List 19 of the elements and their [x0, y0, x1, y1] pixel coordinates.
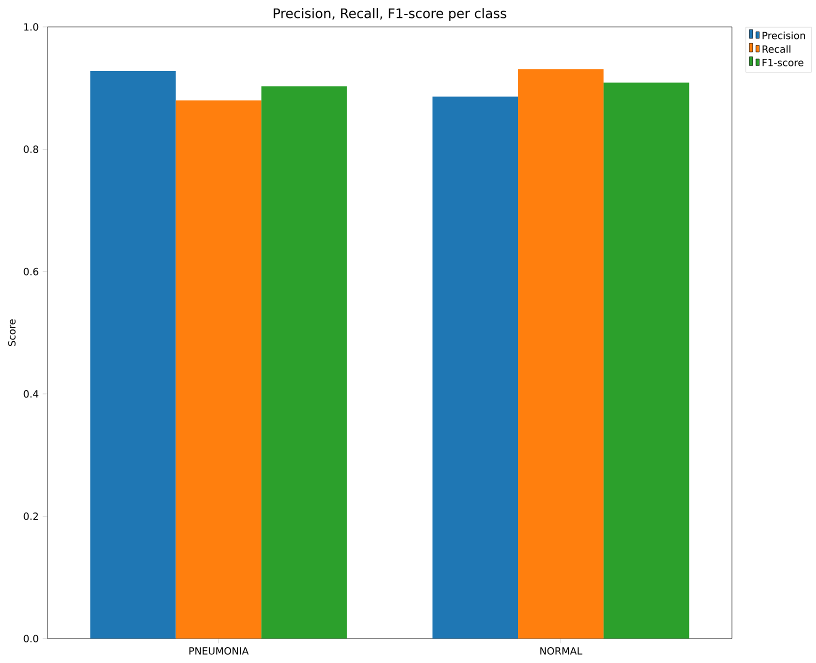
- x-tick-label: PNEUMONIA: [189, 647, 249, 655]
- chart-title: Precision, Recall, F1-score per class: [274, 8, 506, 21]
- bar: [518, 69, 604, 639]
- bar: [604, 82, 690, 639]
- legend-label: F1-score: [762, 59, 804, 66]
- y-tick-label: 0.8: [24, 146, 38, 154]
- legend-label: Precision: [762, 32, 806, 40]
- y-tick-label: 0.0: [24, 634, 38, 642]
- bar: [261, 86, 347, 639]
- y-tick-label: 1.0: [24, 23, 38, 31]
- y-axis-title: Score: [8, 320, 16, 346]
- bar: [176, 100, 262, 639]
- y-tick-label: 0.2: [24, 512, 38, 520]
- y-tick-label: 0.4: [24, 390, 38, 398]
- y-tick-label: 0.6: [24, 268, 38, 276]
- legend-label: Recall: [762, 45, 790, 53]
- bar: [432, 96, 518, 639]
- bar: [90, 71, 176, 639]
- x-tick-label: NORMAL: [540, 647, 582, 655]
